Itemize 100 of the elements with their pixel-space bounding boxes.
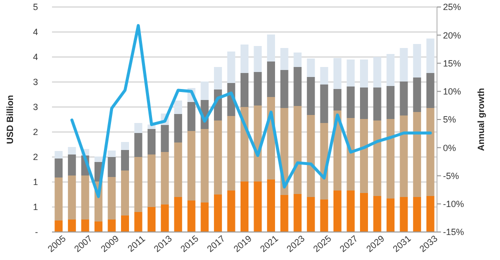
bar [68, 176, 76, 220]
y-tick-label: 3 [32, 102, 38, 112]
bar [386, 198, 395, 232]
bar [320, 200, 328, 232]
bar [400, 197, 408, 232]
bar [413, 78, 422, 112]
bar [160, 152, 169, 204]
bar [160, 204, 169, 232]
bar [240, 107, 248, 182]
bar [54, 158, 63, 178]
bar [360, 119, 368, 193]
bar [148, 154, 156, 207]
bar [240, 44, 248, 73]
bar [68, 154, 76, 176]
bar [413, 197, 422, 232]
y2-tick-label: 5% [443, 114, 456, 125]
bar [413, 44, 422, 78]
bar [386, 119, 395, 198]
bar [94, 156, 102, 162]
bar [306, 197, 315, 232]
bar [200, 82, 209, 100]
bar [227, 116, 236, 190]
bar [346, 118, 355, 190]
y2-axis-title: Annual growth [476, 88, 486, 151]
bar [240, 73, 248, 107]
bar [333, 190, 342, 232]
bar [240, 182, 248, 232]
bar [214, 120, 222, 194]
bar [333, 58, 342, 89]
bar [426, 38, 434, 73]
bar [187, 200, 196, 232]
bar [200, 129, 209, 202]
bar [360, 88, 368, 119]
bar [346, 190, 355, 232]
bar [121, 150, 129, 170]
bar [360, 193, 368, 232]
bar [108, 150, 116, 157]
bar [254, 72, 262, 106]
bar [108, 177, 116, 220]
bar [267, 34, 276, 62]
y-tick-label: 2 [32, 127, 38, 138]
bar [294, 106, 302, 194]
bar [386, 54, 395, 86]
y-tick-label: 3 [32, 77, 38, 88]
bar [121, 170, 129, 216]
bar [294, 67, 302, 106]
y-axis-title: USD Billion [5, 95, 15, 144]
y-tick-label: - [35, 227, 38, 238]
bar [426, 73, 434, 108]
bar [148, 207, 156, 232]
bar [160, 125, 169, 152]
bar [108, 157, 116, 177]
bar [333, 89, 342, 110]
bar [426, 108, 434, 196]
bar [200, 202, 209, 232]
bar [426, 196, 434, 232]
bar [214, 67, 222, 90]
bar [373, 57, 382, 88]
y-tick-label: 4 [32, 27, 38, 38]
bar [294, 194, 302, 232]
bar [214, 194, 222, 232]
bar [386, 86, 395, 119]
bar [187, 131, 196, 200]
bar [373, 120, 382, 196]
bar [174, 114, 182, 142]
bar [54, 151, 63, 158]
y2-tick-label: 25% [443, 2, 462, 12]
bar [94, 222, 102, 232]
y-tick-label: 5 [32, 2, 38, 12]
bar [54, 178, 63, 220]
bar [134, 133, 142, 157]
bar [400, 116, 408, 197]
bar [413, 112, 422, 197]
bar [134, 157, 142, 212]
bar [148, 129, 156, 154]
bar [121, 216, 129, 232]
bar [320, 84, 328, 123]
bar [267, 180, 276, 232]
y-tick-label: 4 [32, 52, 38, 62]
y2-tick-label: 10% [443, 86, 462, 97]
bar [121, 142, 129, 150]
bar [280, 48, 288, 70]
bar [174, 100, 182, 114]
bar [346, 86, 355, 118]
bar [68, 147, 76, 154]
bar [360, 60, 368, 88]
bar [54, 220, 63, 232]
bar [174, 142, 182, 197]
bar [400, 48, 408, 82]
bar [280, 195, 288, 232]
line-series [70, 24, 432, 198]
bar [373, 196, 382, 232]
bar [81, 220, 90, 232]
y2-tick-label: -5% [443, 170, 460, 181]
y2-tick-label: -15% [443, 227, 464, 238]
bar [81, 176, 90, 220]
bar [346, 60, 355, 86]
bar [187, 102, 196, 131]
bar [68, 220, 76, 232]
bar [306, 115, 315, 197]
